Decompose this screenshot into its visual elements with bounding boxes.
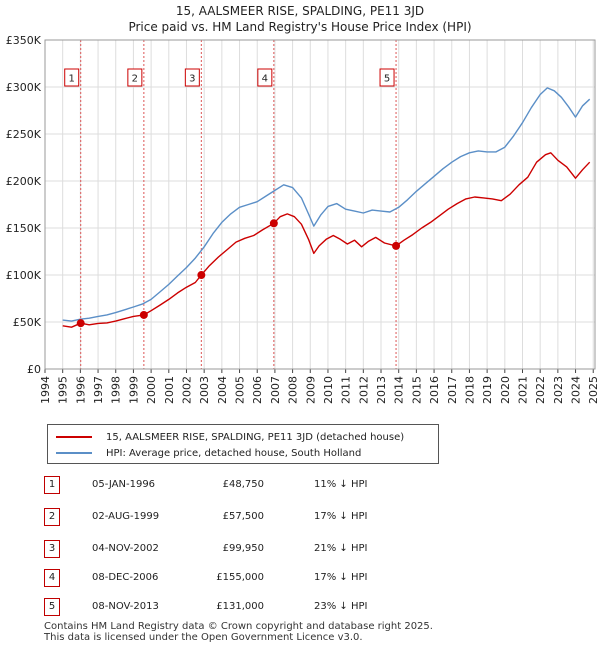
- legend-item-property: 15, AALSMEER RISE, SPALDING, PE11 3JD (d…: [56, 430, 404, 444]
- transaction-row: 4 08-DEC-2006 £155,000 17% ↓ HPI: [44, 569, 424, 587]
- transaction-date: 08-NOV-2013: [92, 601, 159, 612]
- hpi-line: [62, 87, 591, 322]
- legend: 15, AALSMEER RISE, SPALDING, PE11 3JD (d…: [47, 424, 439, 464]
- y-tick-label: £50K: [13, 316, 42, 329]
- y-tick-label: £350K: [6, 34, 42, 47]
- x-tick-label: 2016: [428, 376, 441, 404]
- footer-copyright: Contains HM Land Registry data © Crown c…: [44, 621, 433, 632]
- sale-point: [76, 319, 85, 328]
- chart-subtitle: Price paid vs. HM Land Registry's House …: [128, 20, 472, 34]
- transaction-date: 05-JAN-1996: [92, 479, 156, 490]
- sale-number-label: 4: [262, 74, 268, 85]
- y-tick-label: £300K: [6, 81, 42, 94]
- y-tick-label: £0: [27, 363, 41, 376]
- plot-area: [45, 40, 595, 369]
- transaction-hpi: 17% ↓ HPI: [314, 511, 368, 522]
- x-tick-label: 2025: [587, 376, 600, 404]
- x-tick-label: 2004: [216, 376, 229, 404]
- y-tick-label: £100K: [6, 269, 42, 282]
- legend-label-hpi: HPI: Average price, detached house, Sout…: [106, 447, 362, 459]
- chart-title: 15, AALSMEER RISE, SPALDING, PE11 3JD: [175, 4, 425, 18]
- transaction-row: 3 04-NOV-2002 £99,950 21% ↓ HPI: [44, 540, 424, 558]
- transaction-price: £155,000: [216, 572, 264, 583]
- sale-number-label: 1: [69, 74, 75, 85]
- footer: Contains HM Land Registry data © Crown c…: [44, 621, 433, 643]
- transaction-price: £131,000: [216, 601, 264, 612]
- x-tick-label: 2010: [322, 376, 335, 404]
- x-tick-label: 2014: [393, 376, 406, 404]
- footer-license: This data is licensed under the Open Gov…: [44, 632, 363, 643]
- sale-point: [392, 241, 401, 250]
- sale-number-box: [379, 68, 395, 87]
- sale-number-label: 5: [384, 74, 390, 85]
- transaction-date: 02-AUG-1999: [92, 511, 160, 522]
- transaction-number: 2: [44, 508, 60, 526]
- transaction-hpi: 11% ↓ HPI: [314, 479, 368, 490]
- transaction-price: £99,950: [222, 543, 264, 554]
- transaction-price: £57,500: [222, 511, 264, 522]
- x-tick-label: 2017: [446, 376, 459, 404]
- y-tick-label: £150K: [6, 222, 42, 235]
- plot-frame: [44, 39, 596, 370]
- sale-point: [269, 219, 278, 228]
- x-tick-label: 2021: [516, 376, 529, 404]
- x-tick-label: 2005: [234, 376, 247, 404]
- x-tick-label: 1998: [110, 376, 123, 404]
- sale-number-box: [184, 68, 200, 87]
- y-tick-label: £200K: [6, 175, 42, 188]
- x-tick-label: 2011: [340, 376, 353, 404]
- transaction-hpi: 23% ↓ HPI: [314, 601, 368, 612]
- x-tick-label: 2007: [269, 376, 282, 404]
- legend-label-property: 15, AALSMEER RISE, SPALDING, PE11 3JD (d…: [106, 431, 405, 443]
- x-tick-label: 2018: [463, 376, 476, 404]
- transaction-number: 3: [44, 540, 60, 558]
- legend-item-hpi: HPI: Average price, detached house, Sout…: [56, 446, 361, 460]
- sale-point: [139, 310, 148, 319]
- x-tick-label: 2003: [198, 376, 211, 404]
- x-tick-label: 2009: [304, 376, 317, 404]
- transaction-number: 4: [44, 569, 60, 587]
- sale-number-label: 2: [132, 74, 138, 85]
- x-tick-label: 2001: [163, 376, 176, 404]
- sale-number-box: [64, 68, 80, 87]
- legend-swatch-property: [56, 436, 92, 438]
- transaction-date: 08-DEC-2006: [92, 572, 159, 583]
- sale-number-label: 3: [189, 74, 195, 85]
- x-tick-label: 2022: [534, 376, 547, 404]
- sale-point: [197, 271, 206, 280]
- x-tick-label: 1999: [127, 376, 140, 404]
- x-tick-label: 2019: [481, 376, 494, 404]
- transaction-date: 04-NOV-2002: [92, 543, 159, 554]
- x-tick-label: 2013: [375, 376, 388, 404]
- x-tick-label: 2000: [145, 376, 158, 404]
- x-tick-label: 1997: [92, 376, 105, 404]
- x-tick-label: 2023: [552, 376, 565, 404]
- transaction-row: 2 02-AUG-1999 £57,500 17% ↓ HPI: [44, 508, 424, 526]
- sale-number-box: [257, 68, 273, 87]
- x-tick-label: 2008: [287, 376, 300, 404]
- transaction-price: £48,750: [222, 479, 264, 490]
- transaction-number: 1: [44, 476, 60, 494]
- x-tick-label: 2015: [410, 376, 423, 404]
- transaction-row: 1 05-JAN-1996 £48,750 11% ↓ HPI: [44, 476, 424, 494]
- x-tick-label: 2002: [180, 376, 193, 404]
- transaction-number: 5: [44, 598, 60, 616]
- y-tick-label: £250K: [6, 128, 42, 141]
- x-tick-label: 2024: [570, 376, 583, 404]
- transaction-hpi: 17% ↓ HPI: [314, 572, 368, 583]
- legend-swatch-hpi: [56, 452, 92, 454]
- x-tick-label: 1996: [74, 376, 87, 404]
- x-tick-label: 1994: [39, 376, 52, 404]
- price-chart: 1 2 3 4 5 £0 £50K £100K £150K £200K £250K £300K £35…: [6, 34, 600, 404]
- property-price-line: [62, 152, 591, 328]
- transaction-hpi: 21% ↓ HPI: [314, 543, 368, 554]
- transaction-row: 5 08-NOV-2013 £131,000 23% ↓ HPI: [44, 598, 424, 616]
- x-tick-label: 2006: [251, 376, 264, 404]
- sale-number-box: [127, 68, 143, 87]
- x-tick-label: 2020: [499, 376, 512, 404]
- x-tick-label: 1995: [57, 376, 70, 404]
- x-tick-label: 2012: [357, 376, 370, 404]
